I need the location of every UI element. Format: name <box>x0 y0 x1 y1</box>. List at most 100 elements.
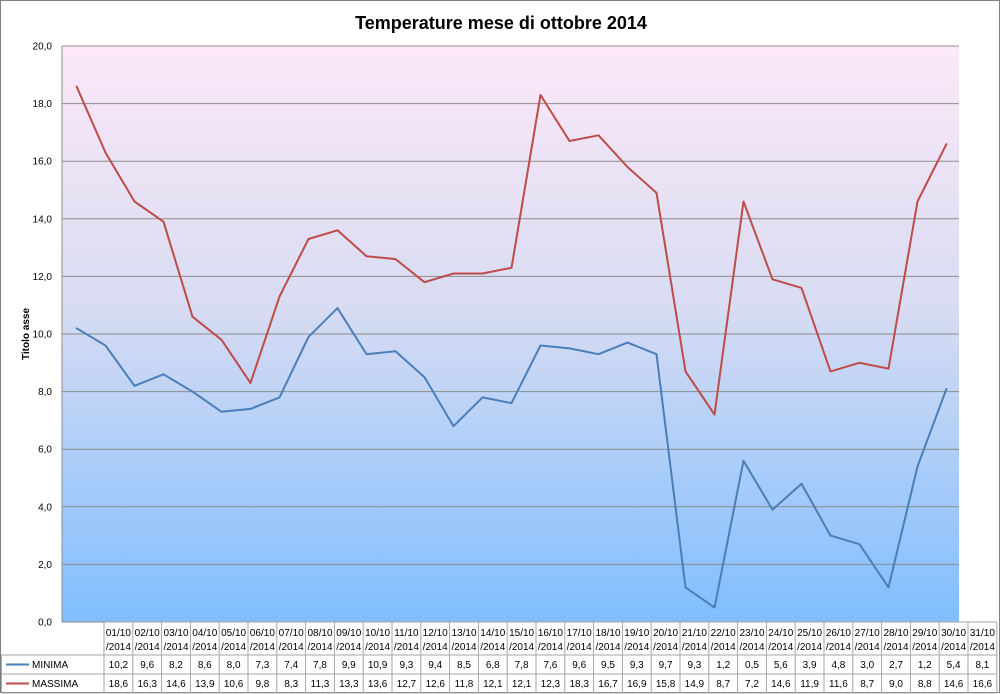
data-point-minima <box>220 410 223 413</box>
y-tick-label: 2,0 <box>38 560 52 571</box>
data-label-massima: 12,1 <box>512 679 532 690</box>
data-point-minima <box>742 459 745 462</box>
data-label-massima: 13,3 <box>339 679 359 690</box>
data-label-minima: 9,6 <box>572 660 586 671</box>
data-label-massima: 11,6 <box>829 679 848 690</box>
data-point-massima <box>829 370 832 373</box>
data-label-massima: 12,1 <box>483 679 503 690</box>
data-point-massima <box>394 258 397 260</box>
category-label: 27/10 <box>855 628 880 639</box>
data-label-minima: 0,5 <box>745 660 759 671</box>
data-label-minima: 9,3 <box>630 660 644 671</box>
data-label-massima: 8,8 <box>918 679 932 690</box>
data-point-minima <box>626 341 629 344</box>
category-label: 07/10 <box>279 628 304 639</box>
data-label-minima: 9,3 <box>687 660 701 671</box>
data-point-massima <box>568 140 571 142</box>
data-label-minima: 8,5 <box>457 660 471 671</box>
category-label: 22/10 <box>711 628 736 639</box>
data-point-minima <box>713 606 716 609</box>
y-tick-label: 4,0 <box>38 502 52 513</box>
data-label-minima: 7,8 <box>313 660 327 671</box>
category-label: 03/10 <box>163 628 188 639</box>
category-label: 11/10 <box>394 628 419 639</box>
category-label: 31/10 <box>970 628 995 639</box>
category-label-year: /2014 <box>768 642 793 653</box>
category-label: 14/10 <box>480 628 505 639</box>
data-point-minima <box>452 425 455 427</box>
category-label-year: /2014 <box>423 642 448 653</box>
category-label: 08/10 <box>307 628 332 639</box>
data-label-minima: 9,5 <box>601 660 615 671</box>
category-label-year: /2014 <box>336 642 361 653</box>
data-point-massima <box>191 315 194 318</box>
data-point-massima <box>75 85 78 88</box>
data-label-minima: 3,0 <box>860 660 874 671</box>
y-tick-label: 14,0 <box>33 214 53 225</box>
category-label: 25/10 <box>797 628 822 639</box>
category-label-year: /2014 <box>365 642 390 653</box>
data-point-massima <box>626 166 629 168</box>
data-point-minima <box>423 376 426 379</box>
data-label-massima: 13,6 <box>368 679 388 690</box>
category-label: 12/10 <box>423 628 448 639</box>
category-label-year: /2014 <box>941 642 966 653</box>
data-point-massima <box>307 238 310 240</box>
data-label-massima: 10,6 <box>224 679 244 690</box>
data-label-massima: 14,6 <box>771 679 791 690</box>
data-point-minima <box>336 307 339 309</box>
data-label-minima: 7,8 <box>515 660 529 671</box>
category-label: 20/10 <box>653 628 678 639</box>
data-point-minima <box>887 586 890 589</box>
data-label-massima: 18,3 <box>569 679 589 690</box>
category-label-year: /2014 <box>653 642 678 653</box>
data-label-massima: 12,7 <box>397 679 417 690</box>
category-label-year: /2014 <box>394 642 419 653</box>
y-axis-ticks: 0,0 2,0 4,0 6,0 8,0 10,0 12,0 14,0 16,0 18,0 20,0 <box>33 42 53 629</box>
category-label: 16/10 <box>538 628 563 639</box>
legend-label-massima: MASSIMA <box>32 679 78 690</box>
data-label-minima: 8,1 <box>975 660 989 671</box>
data-point-massima <box>423 281 426 283</box>
data-label-massima: 15,8 <box>656 679 676 690</box>
data-table: 01/10/201402/10/201403/10/201404/10/2014… <box>1 621 998 694</box>
data-label-massima: 16,9 <box>627 679 647 690</box>
y-tick-label: 12,0 <box>33 272 53 283</box>
chart-title: Temperature mese di ottobre 2014 <box>355 13 647 33</box>
data-point-massima <box>162 220 165 223</box>
data-point-massima <box>278 295 281 298</box>
category-label-year: /2014 <box>624 642 649 653</box>
data-label-massima: 16,7 <box>598 679 618 690</box>
data-label-massima: 11,9 <box>800 679 819 690</box>
category-label: 18/10 <box>595 628 620 639</box>
data-point-massima <box>800 287 803 289</box>
category-label-year: /2014 <box>250 642 275 653</box>
data-point-minima <box>945 387 948 390</box>
data-point-minima <box>597 353 600 355</box>
data-point-minima <box>481 396 484 399</box>
data-label-minima: 3,9 <box>803 660 817 671</box>
category-label: 26/10 <box>826 628 851 639</box>
data-point-massima <box>365 255 368 258</box>
data-point-minima <box>858 543 861 546</box>
y-tick-label: 6,0 <box>38 445 52 456</box>
data-label-massima: 9,8 <box>255 679 269 690</box>
data-label-minima: 8,0 <box>227 660 241 671</box>
category-label-year: /2014 <box>595 642 620 653</box>
category-label-year: /2014 <box>826 642 851 653</box>
category-label-year: /2014 <box>797 642 822 653</box>
data-point-massima <box>945 143 948 145</box>
category-label-year: /2014 <box>106 642 131 653</box>
data-label-massima: 14,6 <box>166 679 186 690</box>
data-point-minima <box>771 508 774 511</box>
data-point-massima <box>336 229 339 232</box>
category-label: 24/10 <box>768 628 793 639</box>
data-label-massima: 11,3 <box>311 679 330 690</box>
data-label-massima: 7,2 <box>745 679 759 690</box>
y-tick-label: 10,0 <box>33 330 53 341</box>
y-axis-label: Titolo asse <box>21 308 32 360</box>
data-label-minima: 9,3 <box>399 660 413 671</box>
category-label-year: /2014 <box>970 642 995 653</box>
data-point-minima <box>539 344 542 347</box>
